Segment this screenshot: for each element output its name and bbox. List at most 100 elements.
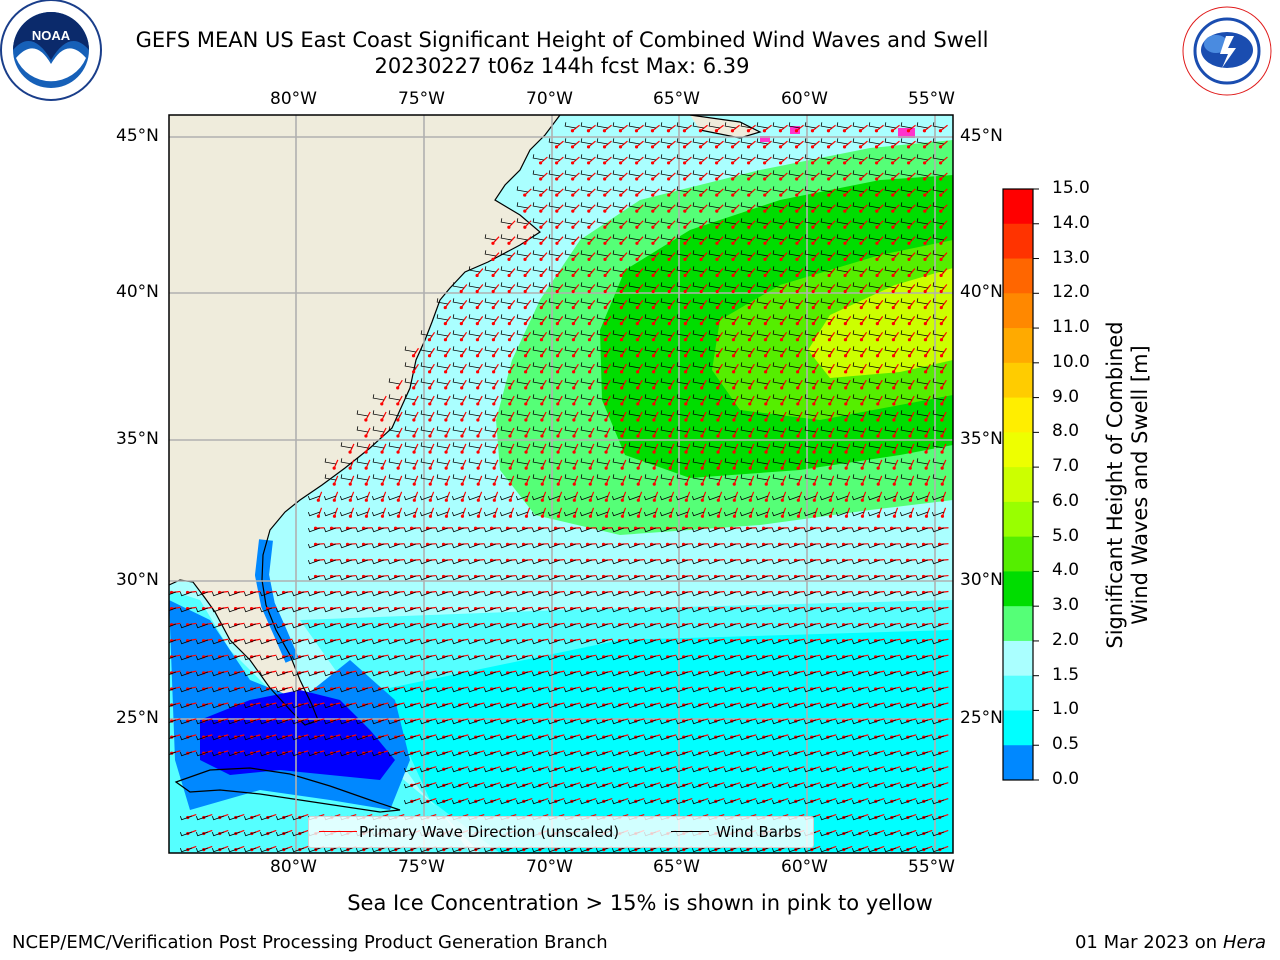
wind-barb [851, 543, 865, 549]
wind-barb [451, 591, 465, 597]
wind-barb [643, 591, 657, 597]
wave-arrow-head [843, 241, 847, 245]
wave-arrow-head [587, 273, 591, 278]
wind-barb [820, 442, 833, 449]
wave-arrow-head [748, 434, 752, 438]
wave-arrow-head [602, 161, 607, 165]
wind-barb [580, 218, 593, 225]
wave-arrow-head [779, 193, 783, 197]
wind-barb [548, 410, 561, 417]
wind-barb [611, 719, 625, 725]
wind-barb [291, 751, 305, 757]
wind-barb [612, 234, 625, 241]
wind-barb [596, 330, 609, 337]
wave-arrow-head [571, 225, 575, 229]
wave-arrow-head [508, 370, 512, 374]
wind-barb [916, 298, 929, 305]
wind-barb [756, 474, 769, 481]
wind-barb [388, 410, 401, 417]
wind-barb [692, 426, 705, 433]
wind-barb [612, 362, 625, 369]
wave-arrow-head [826, 161, 831, 165]
wind-barb [531, 751, 545, 757]
wave-arrow-head [682, 129, 687, 133]
wind-barb [900, 202, 913, 209]
wind-barb [723, 591, 737, 597]
wind-barb [436, 410, 449, 417]
wind-barb [596, 170, 609, 177]
wind-barb [675, 607, 689, 613]
wind-barb [563, 575, 577, 581]
wave-arrow-head [683, 322, 687, 326]
wave-arrow-head [588, 402, 592, 406]
wind-barb [595, 719, 609, 725]
wind-barb [883, 607, 897, 613]
wind-barb [900, 186, 913, 193]
wave-arrow-head [572, 466, 576, 470]
wind-barb [596, 266, 609, 273]
wind-barb [868, 266, 881, 273]
wave-arrow-head [620, 498, 624, 502]
wind-barb [851, 719, 865, 725]
wave-arrow-head [748, 386, 752, 390]
wind-barb [563, 671, 577, 677]
wave-arrow-head [924, 450, 928, 454]
wave-arrow-head [763, 241, 767, 245]
wind-barb [771, 671, 785, 677]
wind-barb [676, 282, 689, 289]
wave-arrow-head [507, 273, 511, 278]
wave-arrow-head [731, 225, 735, 229]
wind-barb [371, 623, 385, 629]
wave-arrow-head [540, 386, 544, 390]
wind-barb [755, 735, 769, 741]
wind-barb [804, 378, 817, 385]
wave-arrow-head [476, 450, 480, 454]
wind-barb [612, 282, 625, 289]
wave-arrow-head [554, 145, 559, 149]
wave-arrow-head [476, 402, 480, 406]
wind-barb [452, 362, 465, 369]
wind-barb [532, 474, 545, 481]
wind-barb [516, 202, 529, 209]
wind-barb [836, 330, 849, 337]
wind-barb [499, 639, 513, 645]
wind-barb [771, 735, 785, 741]
wind-barb [355, 607, 369, 613]
wind-barb [691, 655, 705, 661]
wind-barb [211, 671, 225, 677]
wind-barb [307, 719, 321, 725]
wind-barb [851, 559, 865, 565]
wind-barb [644, 298, 657, 305]
wind-barb [739, 623, 753, 629]
wave-arrow-head [507, 322, 511, 326]
wave-arrow-head [618, 145, 623, 149]
wind-barb [867, 735, 881, 741]
wave-arrow-head [811, 354, 816, 358]
wave-arrow-head [636, 514, 641, 518]
wind-barb [835, 751, 849, 757]
wave-arrow-head [715, 354, 720, 358]
wind-barb [484, 362, 497, 369]
wind-barb [836, 234, 849, 241]
wind-barb [788, 170, 801, 177]
wind-barb [852, 394, 865, 401]
wave-arrow-head [444, 482, 448, 486]
wind-barb [467, 783, 481, 789]
wind-barb [531, 655, 545, 661]
wind-barb [516, 250, 529, 257]
wind-barb [899, 543, 913, 549]
wave-arrow-head [794, 145, 799, 149]
wind-barb [227, 607, 241, 613]
wind-barb [563, 655, 577, 661]
wind-barb [675, 575, 689, 581]
wave-arrow-head [779, 225, 783, 229]
wind-barb [772, 330, 785, 337]
wave-arrow-head [891, 354, 896, 358]
wave-arrow-head [811, 209, 815, 213]
wind-barb [932, 298, 945, 305]
wind-barb [403, 543, 417, 549]
wind-barb [467, 751, 481, 757]
wind-barb [548, 474, 561, 481]
wind-barb [564, 378, 577, 385]
wind-barb [916, 234, 929, 241]
